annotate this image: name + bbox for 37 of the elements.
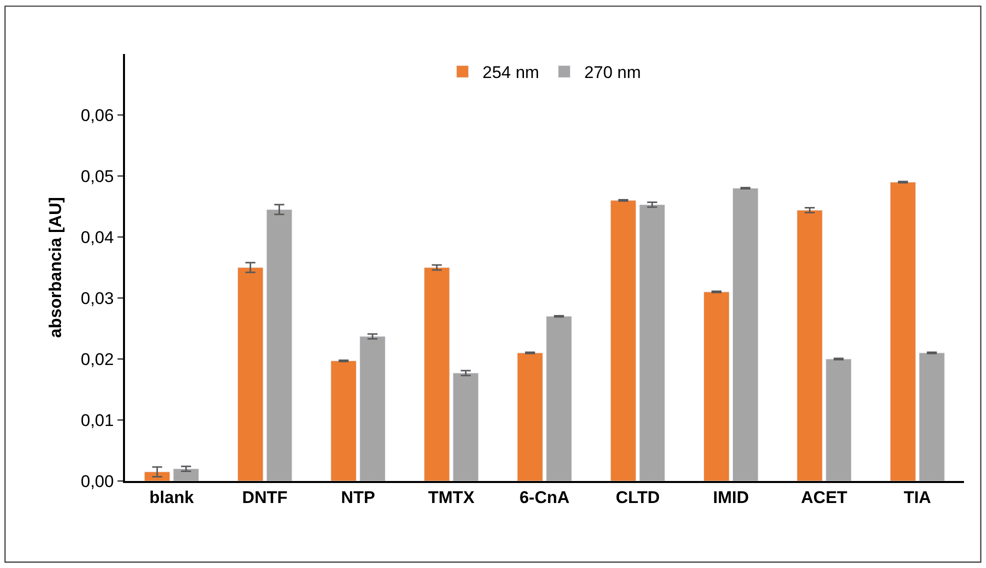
bar xyxy=(173,468,200,481)
bar xyxy=(517,352,544,481)
bar xyxy=(796,210,823,481)
bar xyxy=(330,360,357,481)
y-tick-label: 0,06 xyxy=(80,106,114,125)
bar xyxy=(704,292,730,481)
x-tick-label: DNTF xyxy=(242,488,288,508)
x-tick-label: blank xyxy=(149,488,194,508)
bar xyxy=(918,352,945,481)
x-tick-label: IMID xyxy=(712,488,749,508)
y-tick-label: 0,04 xyxy=(80,228,114,247)
y-tick-label: 0,05 xyxy=(80,166,114,186)
x-tick-label: ACET xyxy=(801,488,848,508)
bar xyxy=(424,267,450,481)
bar xyxy=(546,316,572,481)
y-tick-label: 0,00 xyxy=(80,472,114,491)
y-tick-label: 0,03 xyxy=(80,288,114,308)
legend-label: 254 nm xyxy=(482,63,540,82)
y-axis-title: absorbancia [AU] xyxy=(46,197,65,338)
bar xyxy=(732,188,758,481)
legend-label: 270 nm xyxy=(584,63,641,82)
bar xyxy=(826,358,852,481)
bar xyxy=(890,182,916,481)
x-tick-label: NTP xyxy=(341,488,376,508)
x-tick-label: 6-CnA xyxy=(519,488,570,508)
y-tick-label: 0,02 xyxy=(80,350,114,369)
bar xyxy=(452,372,479,481)
bar xyxy=(610,200,636,481)
bar xyxy=(237,267,264,481)
x-tick-label: TMTX xyxy=(428,488,476,508)
bar xyxy=(144,472,170,481)
bar xyxy=(266,209,292,481)
y-tick-label: 0,01 xyxy=(80,410,114,430)
bar xyxy=(360,336,386,481)
x-tick-label: CLTD xyxy=(616,488,660,508)
x-tick-label: TIA xyxy=(904,488,932,508)
bar xyxy=(639,204,666,481)
